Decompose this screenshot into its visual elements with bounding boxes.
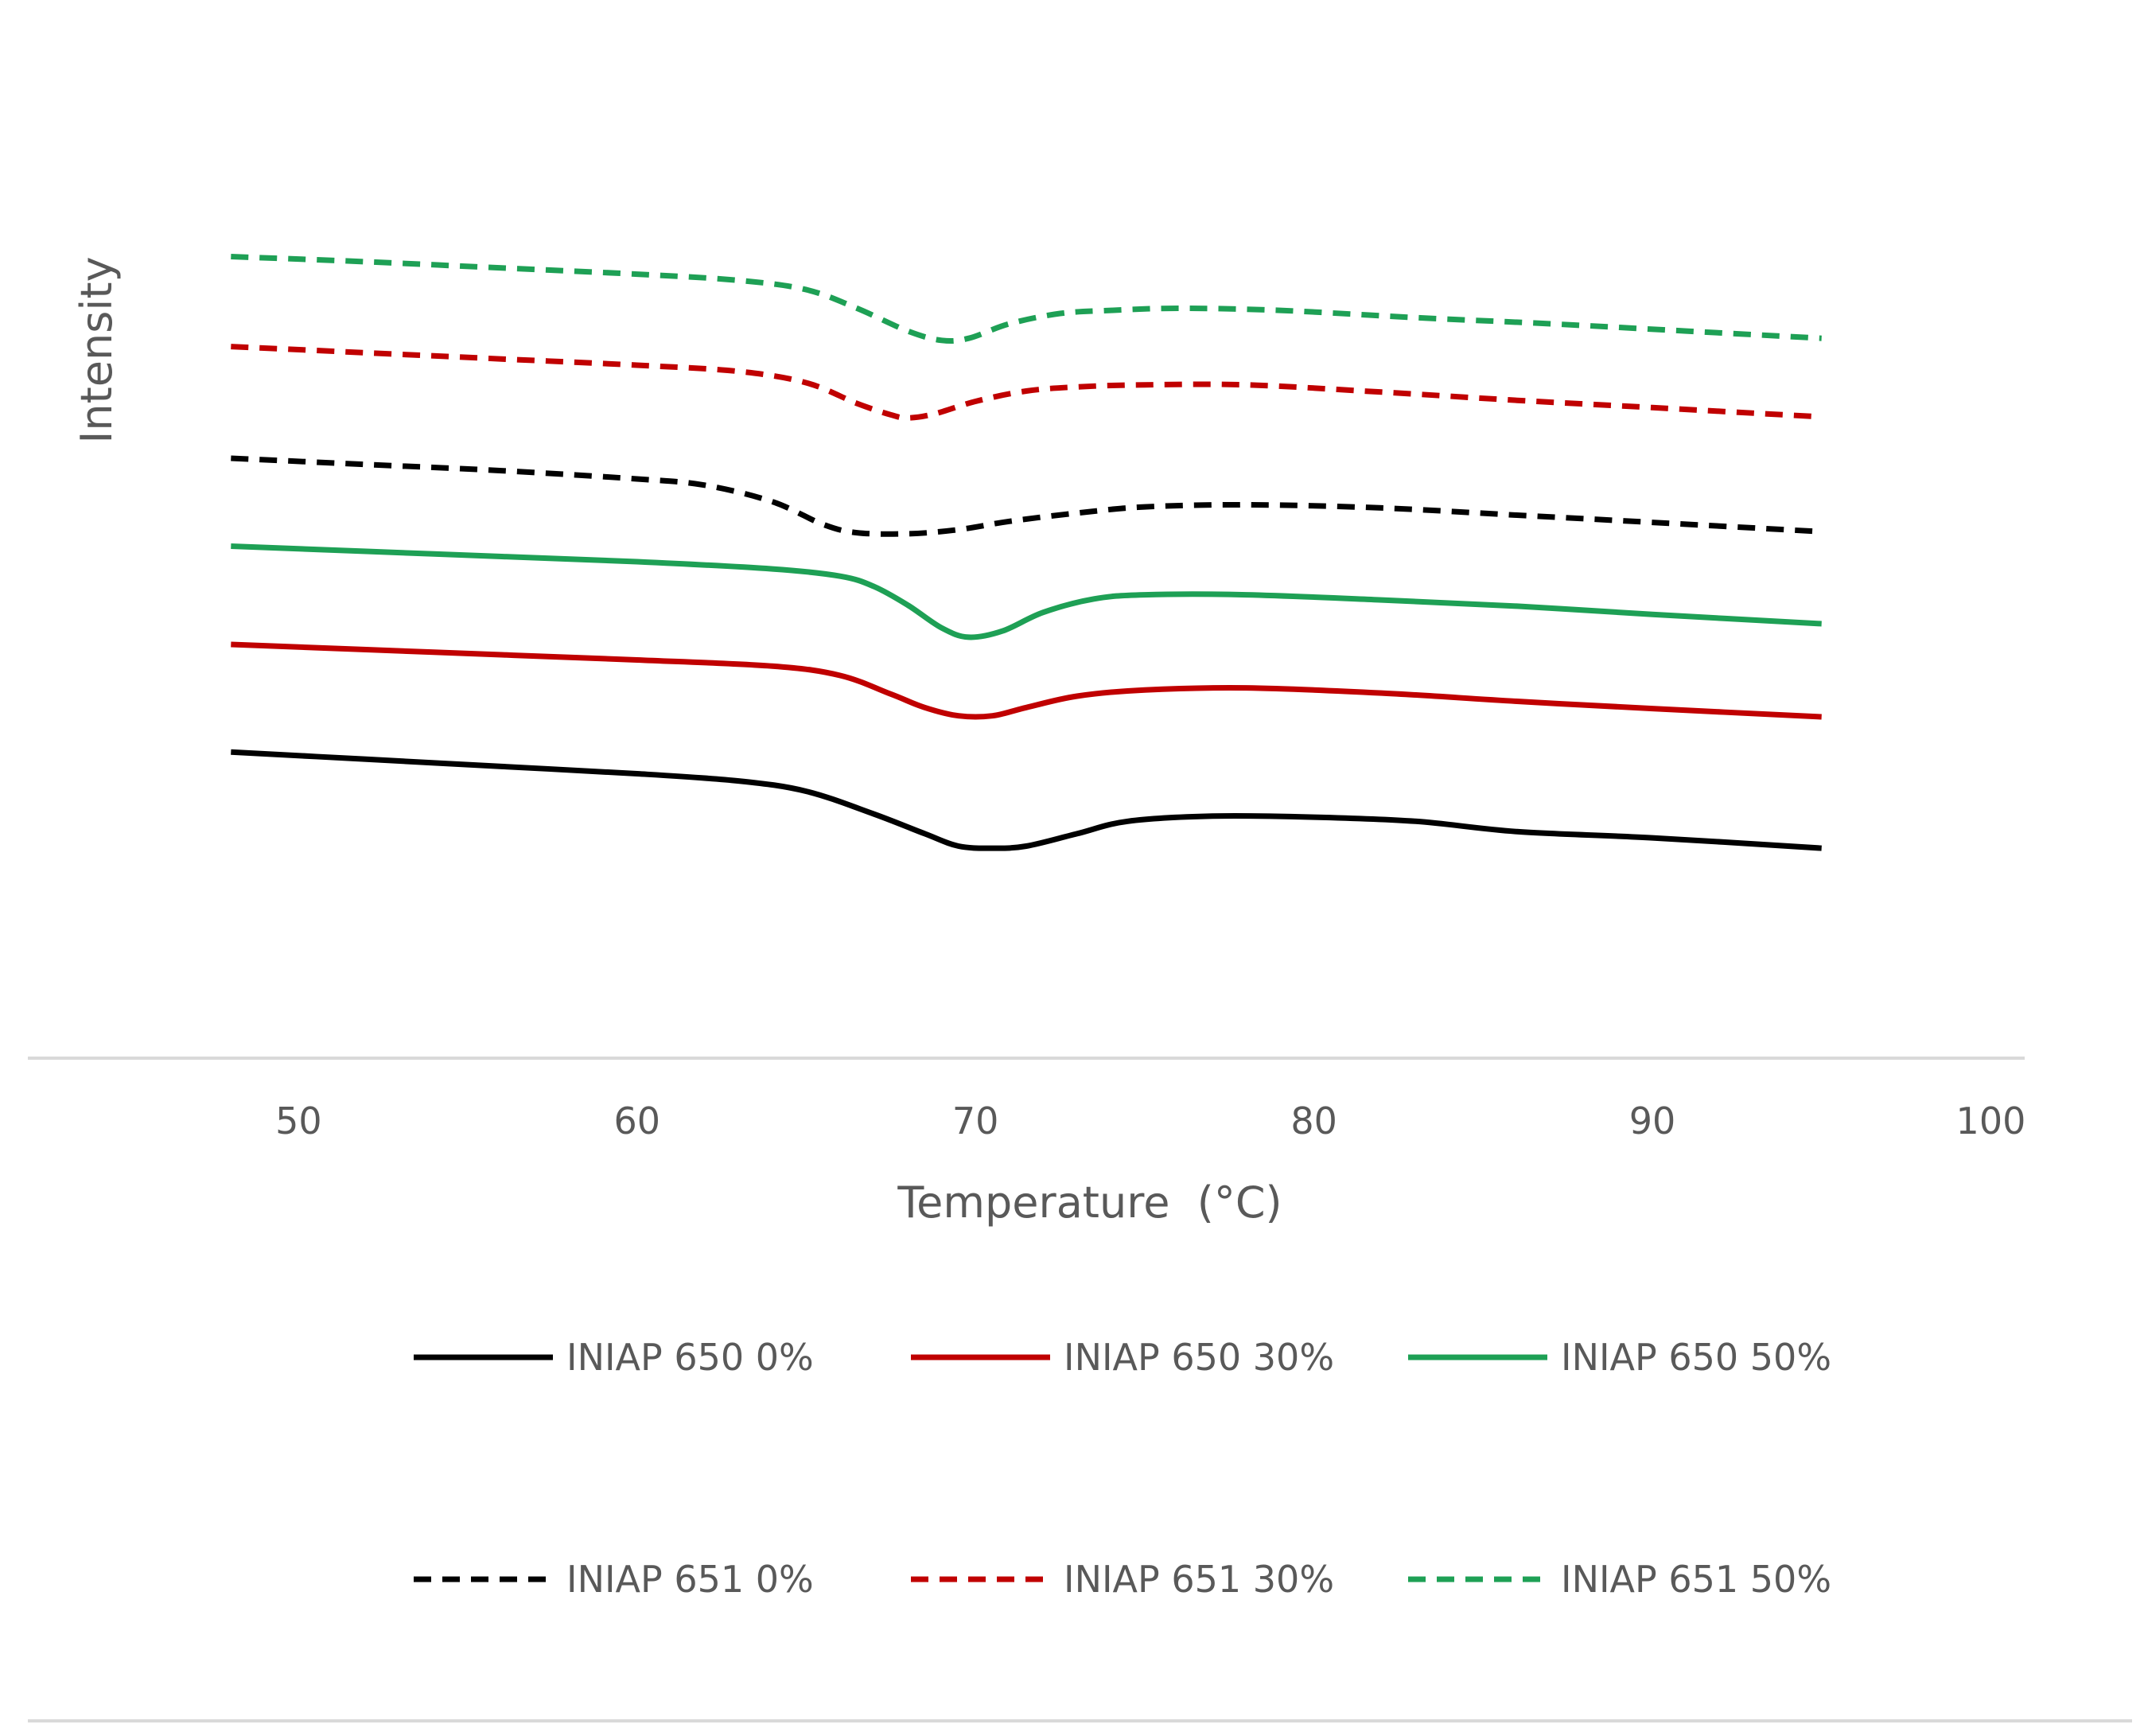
legend-label: INIAP 650 30% [1064,1336,1334,1379]
x-tick-label: 90 [1629,1100,1676,1142]
series-line-iniap-650-0pct [231,749,1822,851]
series-line-iniap-651-30pct [231,344,1822,421]
legend-item-iniap-650-50pct: INIAP 650 50% [1408,1336,1831,1379]
series-line-iniap-650-30pct [231,641,1822,720]
legend-label: INIAP 650 50% [1561,1336,1831,1379]
series-layer [231,254,1822,851]
x-axis-title: Temperature (°C) [897,1177,1282,1228]
x-tick-label: 70 [952,1100,999,1142]
legend-label: INIAP 650 0% [566,1336,814,1379]
legend-item-iniap-651-0pct: INIAP 651 0% [414,1558,814,1601]
series-line-iniap-650-50pct [231,543,1822,640]
legend-label: INIAP 651 0% [566,1558,814,1601]
legend-item-iniap-650-0pct: INIAP 650 0% [414,1336,814,1379]
x-tick-label: 80 [1290,1100,1337,1142]
series-line-iniap-651-0pct [231,455,1822,537]
legend: INIAP 650 0% INIAP 650 30% INIAP 650 50% IN… [414,1336,1831,1601]
legend-label: INIAP 651 50% [1561,1558,1831,1601]
x-tick-labels: 50 60 70 80 90 100 [275,1100,2025,1142]
x-tick-label: 50 [275,1100,322,1142]
x-tick-label: 60 [613,1100,660,1142]
y-axis-title: Intensity [72,256,122,443]
legend-label: INIAP 651 30% [1064,1558,1334,1601]
x-tick-label: 100 [1956,1100,2026,1142]
legend-item-iniap-651-50pct: INIAP 651 50% [1408,1558,1831,1601]
series-line-iniap-651-50pct [231,254,1822,344]
legend-item-iniap-650-30pct: INIAP 650 30% [911,1336,1334,1379]
legend-item-iniap-651-30pct: INIAP 651 30% [911,1558,1334,1601]
